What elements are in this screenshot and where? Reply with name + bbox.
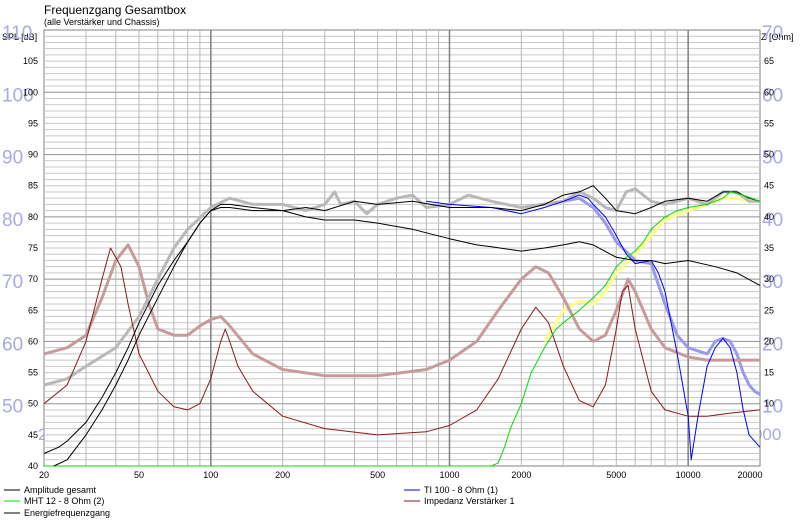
y-tick-left: 75	[28, 243, 38, 253]
y-tick-left: 55	[28, 368, 38, 378]
x-tick-label: 1000	[439, 470, 459, 480]
y-tick-left: 85	[28, 181, 38, 191]
watermark-y-label-left: 80	[2, 210, 23, 231]
y-tick-right: 40	[764, 212, 774, 222]
watermark-y-label-left: 90	[2, 148, 23, 169]
series-line-unnamed	[43, 187, 760, 387]
x-tick-label: 20	[39, 470, 49, 480]
watermark-y-label-left: 50	[2, 397, 23, 418]
y-tick-left: 90	[28, 150, 38, 160]
series-line-unnamed	[521, 196, 761, 396]
watermark-y-label-left: 100	[2, 85, 34, 106]
x-tick-label: 10000	[676, 470, 701, 480]
y-tick-right: 20	[764, 336, 774, 346]
legend-label: MHT 12 - 8 Ohm (2)	[24, 496, 104, 506]
series-line-impedanz-verst-rker-1	[43, 247, 761, 436]
watermark-y-label-right: 60	[762, 85, 783, 106]
watermark-y-label-right: 10	[762, 397, 783, 418]
y-tick-right: 30	[764, 274, 774, 284]
series-line-unnamed	[43, 243, 760, 378]
x-tick-label: 2000	[511, 470, 531, 480]
series-line-unnamed	[543, 196, 760, 343]
watermark-y-label-right: 50	[762, 148, 783, 169]
y-tick-left: 100	[23, 87, 38, 97]
y-tick-left: 95	[28, 118, 38, 128]
watermark-y-label-left: 110	[2, 23, 32, 44]
y-tick-left: 65	[28, 305, 38, 315]
series-layer	[43, 185, 761, 467]
x-tick-label: 20000	[737, 470, 762, 480]
y-tick-left: 80	[28, 212, 38, 222]
chart-subtitle: (alle Verstärker und Chassis)	[44, 17, 160, 27]
y-tick-right: 35	[764, 243, 774, 253]
series-line-ti-100-8-ohm-1-	[426, 194, 761, 461]
axis-ticks: 40 45 50 55 60 65 70 75 80 85 90 95 100 105 10 15 20 25 30…	[23, 56, 774, 480]
y-tick-right: 15	[764, 368, 774, 378]
legend-label: Energiefrequenzgang	[24, 508, 110, 518]
x-tick-label: 500	[370, 470, 385, 480]
watermark-y-label-right: 20	[762, 334, 783, 355]
chart-title: Frequenzgang Gesamtbox	[44, 3, 186, 17]
y-tick-left: 50	[28, 399, 38, 409]
legend-label: Amplitude gesamt	[24, 485, 97, 495]
y-tick-right: 65	[764, 56, 774, 66]
grid-lines	[43, 29, 761, 467]
y-tick-right: 50	[764, 150, 774, 160]
y-tick-right: 60	[764, 87, 774, 97]
x-tick-label: 200	[275, 470, 290, 480]
y-axis-label-right: Z [Ohm]	[761, 32, 794, 42]
y-tick-left: 45	[28, 430, 38, 440]
legend-label: TI 100 - 8 Ohm (1)	[424, 485, 498, 495]
y-tick-right: 10	[764, 399, 774, 409]
y-tick-left: 40	[28, 461, 38, 471]
watermark-y-label-right: 40	[762, 210, 783, 231]
watermark-y-label-right: 70	[762, 23, 783, 44]
y-axis-label-left: SPL [dB]	[2, 32, 37, 42]
watermark-y-label-left: 70	[2, 272, 23, 293]
y-tick-right: 55	[764, 118, 774, 128]
x-tick-label: 5000	[606, 470, 626, 480]
series-line-mht-12-8-ohm-2-	[44, 191, 761, 467]
y-tick-right: 45	[764, 181, 774, 191]
y-tick-left: 60	[28, 336, 38, 346]
legend-label: Impedanz Verstärker 1	[424, 496, 515, 506]
x-tick-label: 100	[203, 470, 218, 480]
y-tick-right: 25	[764, 305, 774, 315]
series-line-energiefrequenzgang	[43, 185, 761, 454]
watermark-y-label-right: 30	[762, 272, 783, 293]
y-tick-left: 105	[23, 56, 38, 66]
y-tick-left: 70	[28, 274, 38, 284]
x-tick-label: 50	[134, 470, 144, 480]
series-line-amplitude-gesamt	[53, 203, 761, 467]
watermark-y-label-left: 60	[2, 334, 23, 355]
